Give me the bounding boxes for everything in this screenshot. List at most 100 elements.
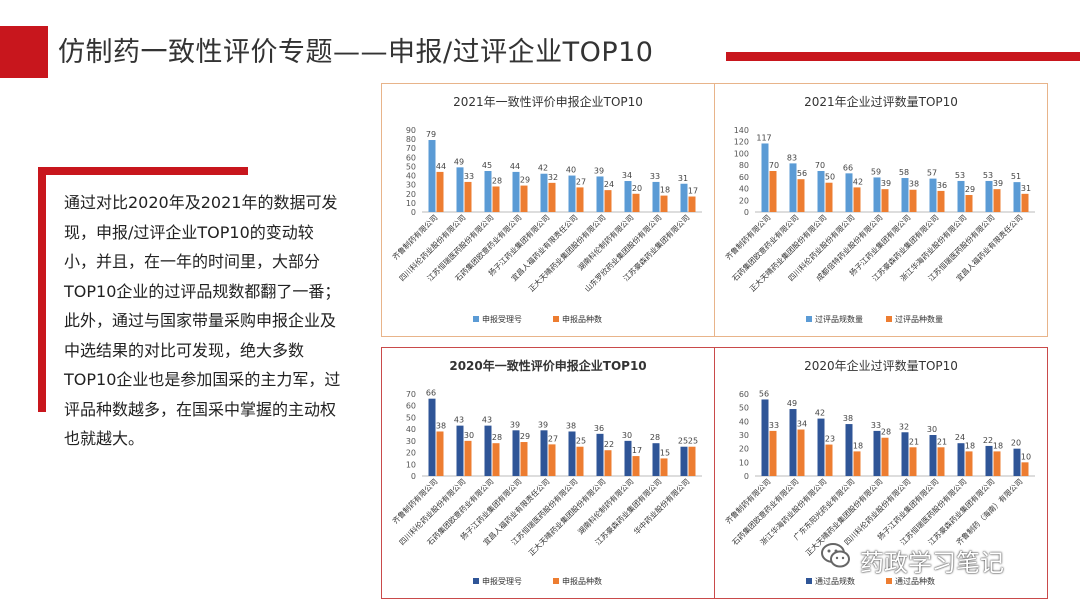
bar-primary — [873, 430, 881, 476]
bar-secondary — [688, 446, 696, 476]
legend-label: 通过品规数 — [815, 576, 855, 586]
data-label: 33 — [650, 172, 660, 181]
y-tick-label: 60 — [739, 390, 749, 399]
header-accent-bar — [726, 52, 1080, 61]
data-label: 29 — [965, 185, 975, 194]
y-tick-label: 50 — [739, 404, 749, 413]
bar-secondary — [937, 447, 945, 476]
bar-primary — [789, 163, 797, 212]
bar-primary — [456, 425, 464, 476]
bar-secondary — [797, 179, 805, 212]
bar-primary — [568, 175, 576, 212]
y-tick-label: 20 — [406, 190, 416, 199]
data-label: 49 — [454, 157, 464, 166]
data-label: 29 — [520, 432, 530, 441]
y-tick-label: 40 — [406, 172, 416, 181]
bar-primary — [985, 180, 993, 212]
data-label: 20 — [1011, 439, 1021, 448]
data-label: 24 — [604, 180, 614, 189]
data-label: 53 — [983, 171, 993, 180]
y-tick-label: 100 — [734, 149, 749, 158]
y-tick-label: 0 — [411, 472, 416, 481]
wechat-icon — [821, 543, 850, 568]
data-label: 66 — [426, 389, 436, 398]
bar-secondary — [965, 195, 973, 212]
data-label: 27 — [576, 177, 586, 186]
y-tick-label: 0 — [411, 208, 416, 217]
y-tick-label: 40 — [739, 185, 749, 194]
bar-secondary — [769, 171, 777, 212]
data-label: 17 — [688, 187, 698, 196]
bar-primary — [596, 176, 604, 212]
bar-secondary — [909, 189, 917, 212]
bar-primary — [817, 171, 825, 212]
bar-primary — [652, 443, 660, 476]
bar-primary — [540, 430, 548, 476]
y-tick-label: 40 — [739, 417, 749, 426]
y-tick-label: 80 — [406, 135, 416, 144]
data-label: 29 — [520, 176, 530, 185]
data-label: 21 — [937, 437, 947, 446]
bar-primary — [1013, 182, 1021, 212]
bar-primary — [845, 173, 853, 212]
y-tick-label: 120 — [734, 138, 749, 147]
data-label: 38 — [566, 421, 576, 430]
data-label: 45 — [482, 161, 492, 170]
bar-secondary — [464, 440, 472, 476]
data-label: 83 — [787, 153, 797, 162]
bar-primary — [568, 431, 576, 476]
bar-secondary — [769, 430, 777, 476]
data-label: 39 — [594, 166, 604, 175]
data-label: 31 — [678, 174, 688, 183]
bar-primary — [789, 409, 797, 476]
bar-secondary — [825, 182, 833, 212]
data-label: 28 — [492, 176, 502, 185]
bar-primary — [428, 140, 436, 212]
bar-primary — [512, 171, 520, 212]
data-label: 34 — [797, 420, 807, 429]
data-label: 42 — [853, 177, 863, 186]
bar-primary — [596, 433, 604, 476]
data-label: 24 — [955, 433, 965, 442]
bar-secondary — [853, 187, 861, 212]
data-label: 32 — [899, 422, 909, 431]
bar-primary — [680, 446, 688, 476]
y-tick-label: 20 — [739, 196, 749, 205]
chart-panel-2021-approvals: 2021年企业过评数量TOP10 0 20 40 60 80 100 120 140 117 70 齐… — [714, 83, 1048, 337]
data-label: 39 — [993, 179, 1003, 188]
bar-secondary — [492, 186, 500, 212]
data-label: 33 — [464, 172, 474, 181]
bar-secondary — [632, 456, 640, 476]
data-label: 56 — [759, 389, 769, 398]
bar-primary — [512, 430, 520, 476]
watermark-text: 药政学习笔记 — [860, 549, 1004, 577]
data-label: 30 — [622, 431, 632, 440]
bar-primary — [929, 178, 937, 212]
data-label: 28 — [881, 428, 891, 437]
bar-secondary — [853, 451, 861, 476]
data-label: 43 — [482, 416, 492, 425]
bar-secondary — [993, 189, 1001, 212]
legend-swatch — [886, 578, 892, 584]
data-label: 53 — [955, 171, 965, 180]
bar-primary — [901, 178, 909, 212]
summary-text: 通过对比2020年及2021年的数据可发现，申报/过评企业TOP10的变动较小，… — [64, 193, 341, 448]
data-label: 59 — [871, 167, 881, 176]
legend-label: 通过品种数 — [895, 576, 935, 586]
y-tick-label: 140 — [734, 126, 749, 135]
bar-secondary — [660, 458, 668, 476]
data-label: 18 — [965, 441, 975, 450]
data-label: 22 — [604, 440, 614, 449]
legend-swatch — [806, 578, 812, 584]
data-label: 38 — [436, 421, 446, 430]
data-label: 79 — [426, 130, 436, 139]
data-label: 27 — [548, 434, 558, 443]
legend-swatch — [806, 316, 812, 322]
legend-label: 申报品种数 — [562, 576, 602, 586]
bar-secondary — [576, 187, 584, 212]
bar-primary — [484, 171, 492, 212]
chart-title: 2020年企业过评数量TOP10 — [804, 358, 958, 373]
